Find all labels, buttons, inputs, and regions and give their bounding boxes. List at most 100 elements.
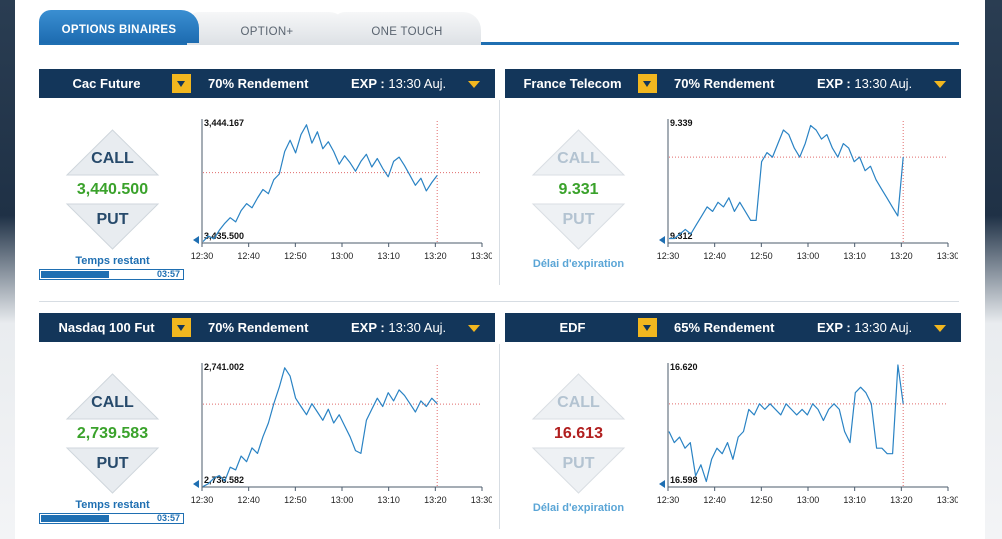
expiry-info: EXP : 13:30 Auj.: [817, 320, 912, 335]
price-chart: 12:30 12:40 12:50 13:00 13:10 13:20 13:30 9.339…: [657, 118, 958, 261]
exp-label: EXP :: [351, 320, 385, 335]
price-series-line: [668, 364, 904, 483]
instrument-dropdown-button[interactable]: [172, 318, 191, 337]
axis-marker-icon: [193, 480, 199, 488]
instrument-name: Cac Future: [72, 76, 141, 91]
panel-france-telecom: France Telecom 70% Rendement EXP : 13:30…: [505, 69, 961, 287]
exp-label: EXP :: [351, 76, 385, 91]
rendement-label: 70% Rendement: [208, 76, 309, 91]
page: OPTIONS BINAIRES OPTION+ ONE TOUCH Cac F…: [15, 0, 985, 539]
call-button[interactable]: CALL: [531, 373, 626, 421]
x-tick-label: 12:50: [284, 495, 307, 505]
x-tick-label: 13:00: [331, 251, 354, 261]
current-price: 3,440.500: [76, 181, 149, 198]
panel-header: Cac Future 70% Rendement EXP : 13:30 Auj…: [39, 69, 495, 98]
expiry-dropdown-icon[interactable]: [934, 325, 946, 332]
price-chart: 12:30 12:40 12:50 13:00 13:10 13:20 13:30 16.62…: [657, 362, 958, 505]
column-divider: [499, 100, 500, 285]
expiry-info: EXP : 13:30 Auj.: [351, 76, 446, 91]
x-tick-label: 13:00: [331, 495, 354, 505]
expiry-dropdown-icon[interactable]: [468, 81, 480, 88]
x-tick-label: 13:20: [890, 251, 913, 261]
x-tick-label: 12:40: [237, 495, 260, 505]
x-tick-label: 12:50: [750, 495, 773, 505]
x-tick-label: 13:10: [377, 251, 400, 261]
exp-value: 13:30 Auj.: [388, 320, 447, 335]
down-arrow-icon: [65, 203, 160, 250]
trade-buttons: CALL 9.331 PUT: [531, 129, 626, 250]
price-series-line: [202, 367, 438, 488]
time-progress-bar: 03:57: [39, 269, 184, 280]
trade-buttons: CALL 2,739.583 PUT: [65, 373, 160, 494]
x-tick-label: 13:00: [797, 495, 820, 505]
price-chart: 12:30 12:40 12:50 13:00 13:10 13:20 13:30 2,741…: [191, 362, 492, 505]
put-button[interactable]: PUT: [65, 446, 160, 494]
axis-marker-icon: [659, 236, 665, 244]
exp-label: EXP :: [817, 320, 851, 335]
axis-marker-icon: [659, 480, 665, 488]
call-label: CALL: [91, 150, 134, 167]
expiry-delay-label: Délai d'expiration: [532, 258, 625, 270]
put-button[interactable]: PUT: [531, 202, 626, 250]
call-button[interactable]: CALL: [531, 129, 626, 177]
x-tick-label: 13:00: [797, 251, 820, 261]
x-tick-label: 12:30: [191, 251, 214, 261]
current-price: 2,739.583: [76, 425, 149, 442]
x-tick-label: 13:20: [890, 495, 913, 505]
exp-value: 13:30 Auj.: [388, 76, 447, 91]
put-label: PUT: [562, 455, 595, 472]
instrument-dropdown-button[interactable]: [638, 74, 657, 93]
instrument-dropdown-button[interactable]: [638, 318, 657, 337]
x-tick-label: 13:30: [471, 495, 492, 505]
time-progress-bar: 03:57: [39, 513, 184, 524]
x-tick-label: 12:40: [237, 251, 260, 261]
instrument-name: Nasdaq 100 Fut: [58, 320, 155, 335]
call-button[interactable]: CALL: [65, 373, 160, 421]
current-price: 16.613: [554, 425, 603, 442]
instrument-name: France Telecom: [523, 76, 622, 91]
put-button[interactable]: PUT: [531, 446, 626, 494]
instrument-dropdown-button[interactable]: [172, 74, 191, 93]
y-max-label: 16.620: [670, 362, 698, 372]
x-tick-label: 13:20: [424, 495, 447, 505]
call-label: CALL: [557, 394, 600, 411]
expiry-info: EXP : 13:30 Auj.: [351, 320, 446, 335]
exp-value: 13:30 Auj.: [854, 76, 913, 91]
tab-one-touch[interactable]: ONE TOUCH: [333, 12, 481, 45]
x-tick-label: 13:10: [843, 251, 866, 261]
time-remaining-label: Temps restant: [75, 255, 150, 267]
up-arrow-icon: [531, 373, 626, 420]
y-max-label: 9.339: [670, 118, 693, 128]
x-tick-label: 12:50: [750, 251, 773, 261]
x-tick-label: 13:30: [937, 495, 958, 505]
x-tick-label: 12:30: [191, 495, 214, 505]
y-min-label: 9.312: [670, 231, 693, 241]
x-tick-label: 13:10: [843, 495, 866, 505]
timer-value: 03:57: [156, 513, 180, 523]
x-tick-label: 13:20: [424, 251, 447, 261]
tab-options-binaires[interactable]: OPTIONS BINAIRES: [39, 10, 199, 43]
put-button[interactable]: PUT: [65, 202, 160, 250]
up-arrow-icon: [65, 129, 160, 176]
x-tick-label: 13:30: [471, 251, 492, 261]
axis-marker-icon: [193, 236, 199, 244]
progress-fill: [41, 515, 109, 522]
panel-nasdaq-100-fut: Nasdaq 100 Fut 70% Rendement EXP : 13:30…: [39, 313, 495, 531]
price-series-line: [202, 124, 438, 243]
tab-option-plus[interactable]: OPTION+: [187, 12, 347, 45]
expiry-delay-label: Délai d'expiration: [532, 502, 625, 514]
put-label: PUT: [96, 211, 129, 228]
expiry-dropdown-icon[interactable]: [468, 325, 480, 332]
up-arrow-icon: [531, 129, 626, 176]
instrument-name: EDF: [559, 320, 586, 335]
y-max-label: 3,444.167: [204, 118, 244, 128]
price-series-line: [669, 124, 904, 240]
down-arrow-icon: [531, 447, 626, 494]
x-tick-label: 12:30: [657, 251, 680, 261]
call-button[interactable]: CALL: [65, 129, 160, 177]
panel-header: Nasdaq 100 Fut 70% Rendement EXP : 13:30…: [39, 313, 495, 342]
rendement-label: 70% Rendement: [674, 76, 775, 91]
x-tick-label: 12:30: [657, 495, 680, 505]
y-max-label: 2,741.002: [204, 362, 244, 372]
expiry-dropdown-icon[interactable]: [934, 81, 946, 88]
